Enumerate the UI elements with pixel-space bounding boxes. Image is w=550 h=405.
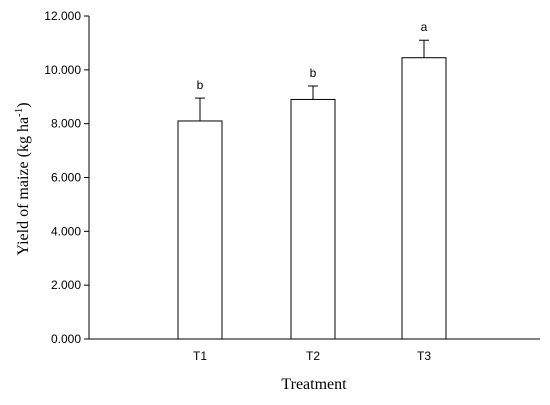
y-tick-label: 8.000 — [51, 117, 81, 131]
x-tick-label: T1 — [193, 349, 207, 363]
y-axis-title-suffix: ) — [15, 102, 32, 107]
bar-t1 — [177, 120, 223, 340]
error-bars — [195, 39, 429, 121]
y-axis-title: Yield of maize (kg ha-1) — [13, 102, 32, 255]
y-tick-label: 12.000 — [44, 9, 81, 23]
x-tick-label: T3 — [417, 349, 431, 363]
y-tick-label: 2.000 — [51, 278, 81, 292]
bars — [177, 57, 447, 340]
bar-t2 — [290, 98, 336, 340]
significance-label-t2: b — [310, 66, 317, 80]
y-axis-title-superscript: -1 — [13, 108, 25, 117]
y-tick-label: 4.000 — [51, 224, 81, 238]
x-axis: T1 T2 T3 — [89, 338, 540, 363]
y-axis-title-main: Yield of maize (kg ha — [15, 117, 32, 256]
x-tick-label: T2 — [306, 349, 320, 363]
significance-label-t1: b — [197, 78, 204, 92]
significance-labels: b b a — [197, 20, 428, 92]
y-tick-label: 6.000 — [51, 171, 81, 185]
y-tick-label: 10.000 — [44, 63, 81, 77]
y-axis: 0.000 2.000 4.000 6.000 8.000 10.000 12.000 — [44, 9, 90, 346]
x-axis-title: Treatment — [281, 376, 347, 393]
significance-label-t3: a — [421, 20, 428, 34]
bar-t3 — [401, 57, 447, 340]
y-tick-label: 0.000 — [51, 332, 81, 346]
